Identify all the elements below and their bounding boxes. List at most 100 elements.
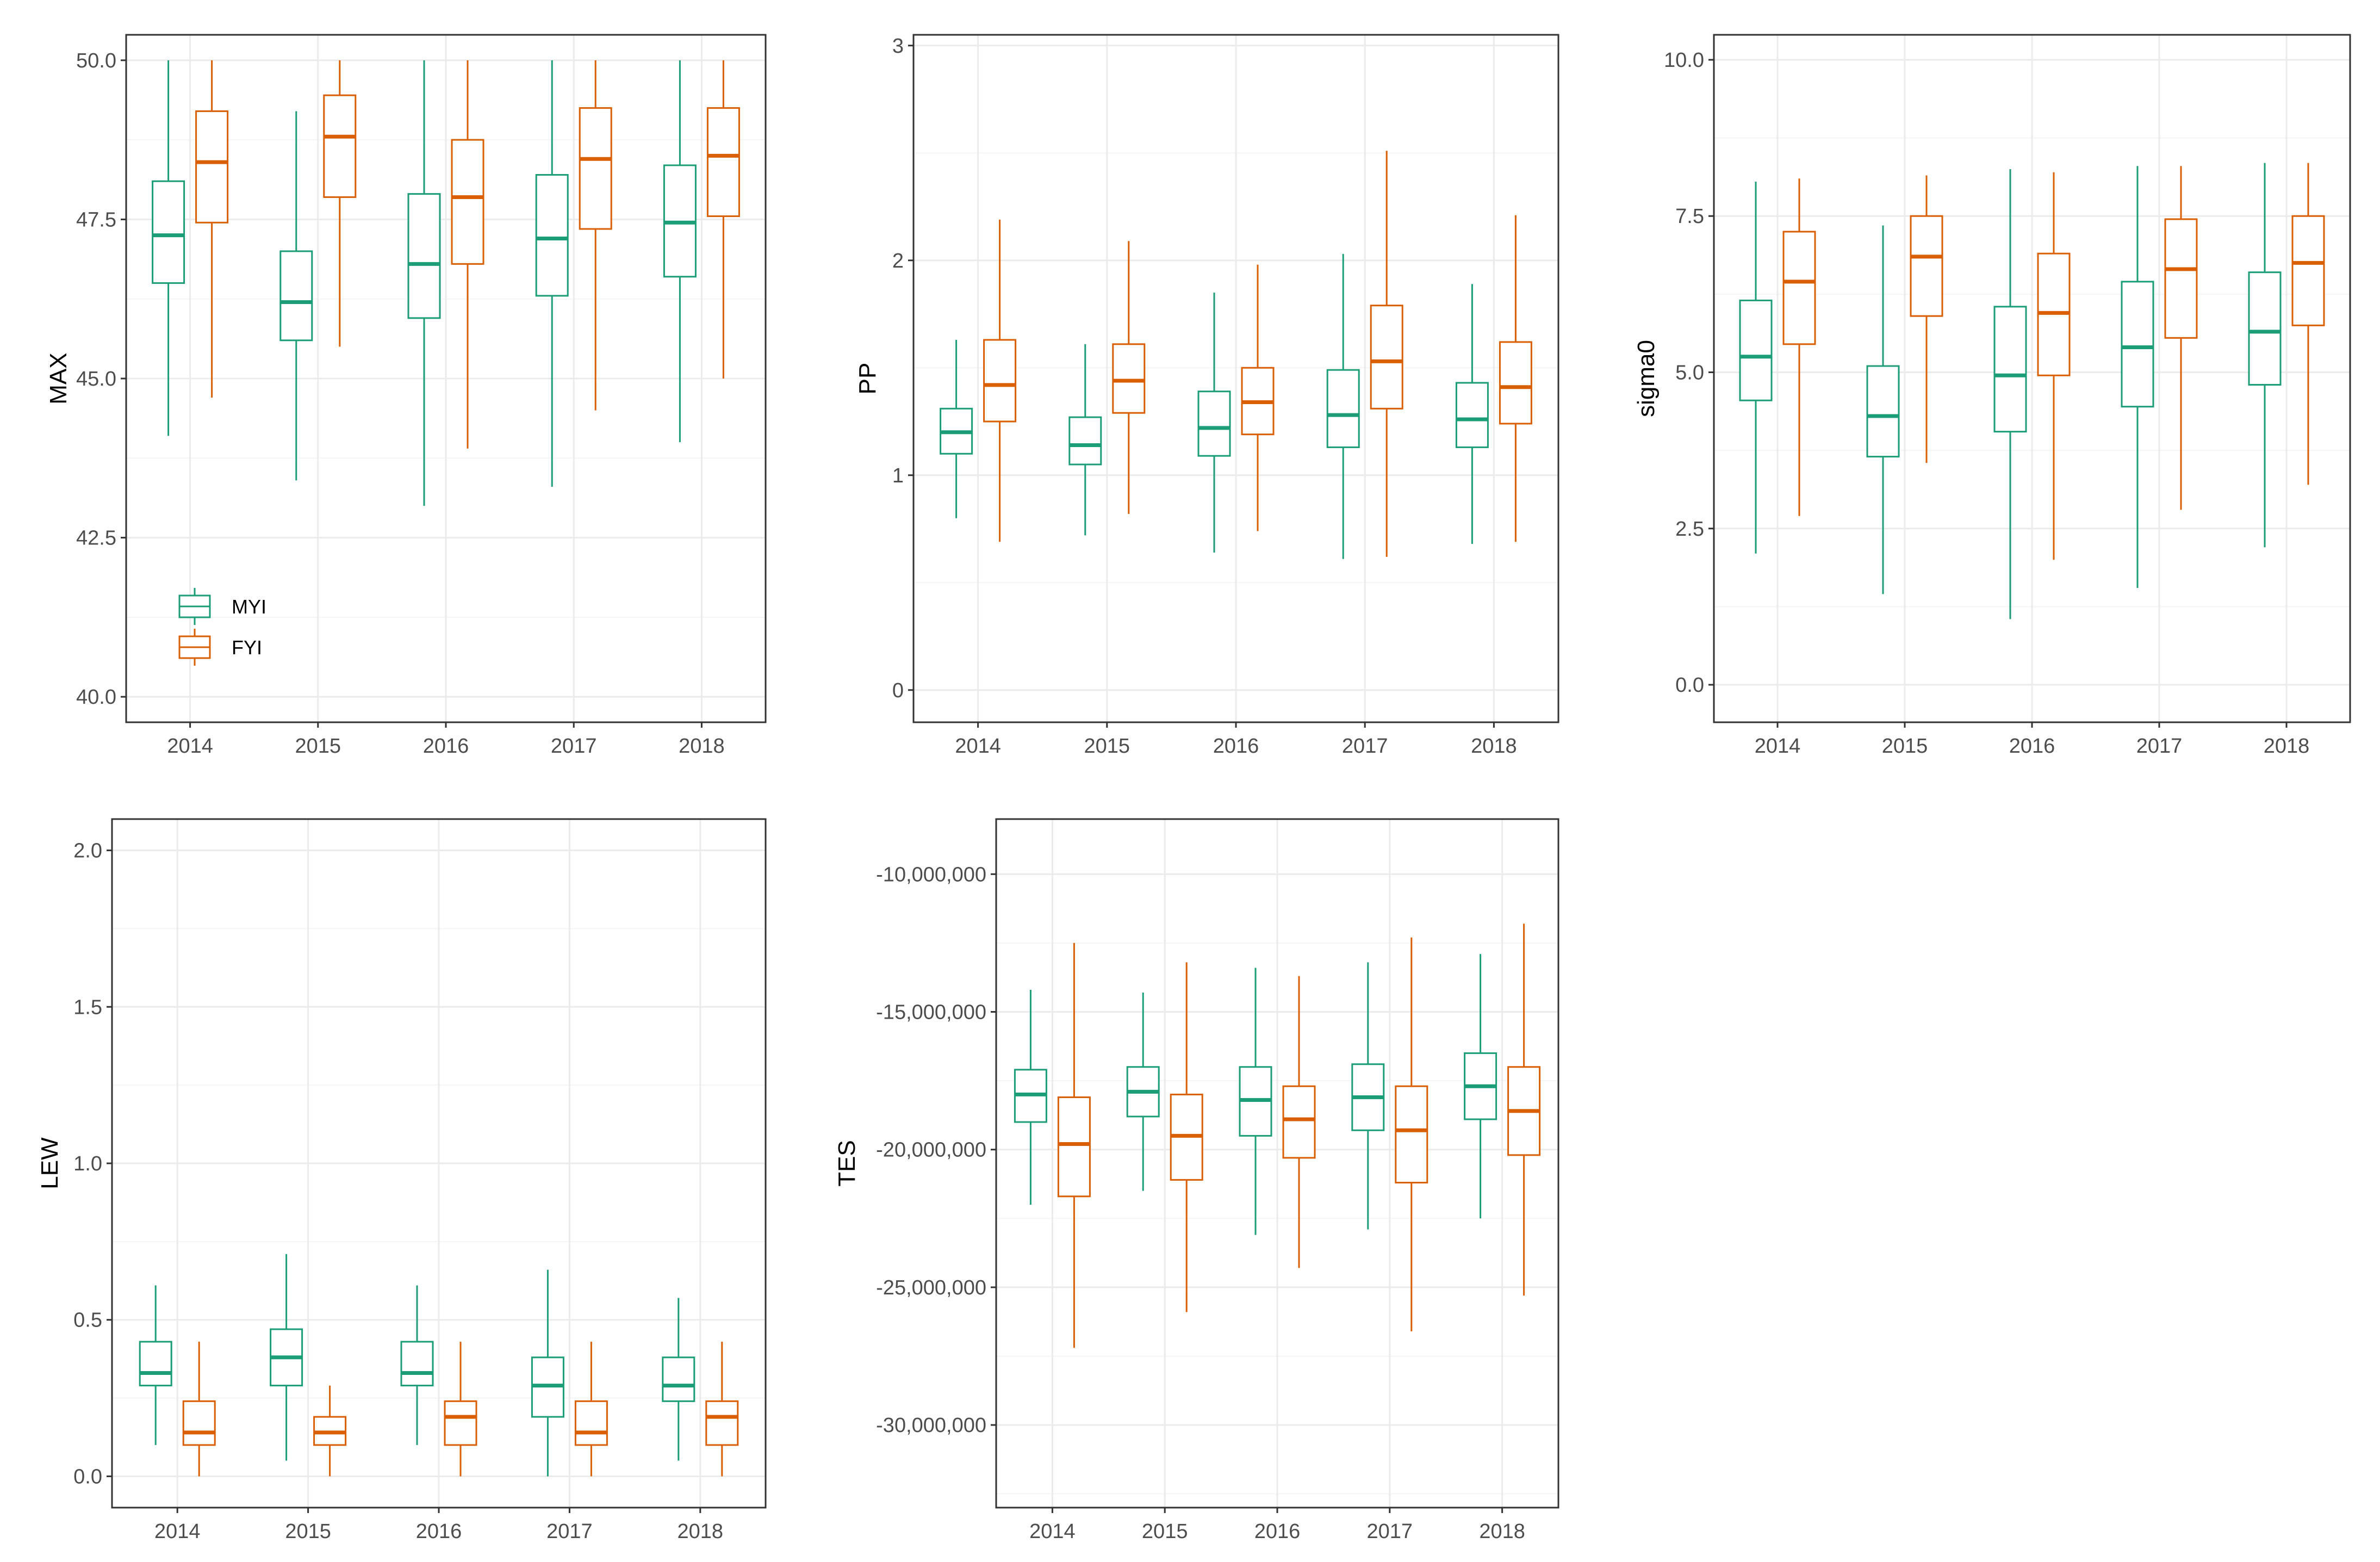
- y-tick-label: 2.5: [1675, 518, 1704, 541]
- x-tick-label: 2014: [154, 1520, 201, 1543]
- box-myi-2015: [1126, 993, 1160, 1191]
- iqr-box: [1282, 1085, 1316, 1159]
- y-tick-label: 0: [892, 679, 904, 702]
- x-tick-label: 2016: [1213, 735, 1259, 758]
- panel-pp: 0 1 2 3 2014 2015 2016 2017 2018 PP: [854, 34, 1559, 758]
- x-tick-label: 2018: [1479, 1520, 1525, 1543]
- x-tick-label: 2018: [678, 1520, 724, 1543]
- x-tick-label: 2014: [1029, 1520, 1076, 1543]
- box-fyi-2017: [2164, 166, 2198, 510]
- box-myi-2014: [139, 1285, 172, 1445]
- y-axis-title: sigma0: [1633, 340, 1660, 417]
- iqr-box: [1993, 306, 2027, 433]
- box-myi-2016: [1239, 968, 1272, 1235]
- x-tick-label: 2016: [1254, 1520, 1301, 1543]
- panel-max: 40.0 42.5 45.0 47.5 50.0 2014 2015 2016 2017 2018…: [45, 34, 767, 758]
- panel-border: [125, 34, 767, 723]
- box-fyi-2015: [1170, 962, 1203, 1312]
- panel-sigma0: 0.0 2.5 5.0 7.5 10.0 2014 2015 2016 2017 2018 sigm…: [1633, 34, 2351, 758]
- iqr-box: [1057, 1096, 1091, 1198]
- box-myi-2014: [1014, 989, 1047, 1205]
- x-tick-label: 2018: [2264, 735, 2310, 758]
- box-myi-2015: [270, 1254, 303, 1461]
- box-myi-2017: [1326, 253, 1360, 559]
- iqr-box: [1326, 369, 1360, 448]
- legend-label-myi: MYI: [232, 596, 266, 618]
- x-tick-label: 2014: [167, 735, 213, 758]
- x-tick-label: 2017: [2136, 735, 2183, 758]
- x-tick-label: 2015: [1084, 735, 1130, 758]
- x-tick-label: 2016: [2009, 735, 2055, 758]
- y-tick-label: 0.0: [73, 1465, 102, 1488]
- legend: MYI FYI: [178, 588, 266, 666]
- y-tick-label: 1.0: [73, 1152, 102, 1175]
- box-fyi-2015: [1910, 175, 1943, 463]
- y-axis-title: LEW: [36, 1137, 63, 1189]
- box-fyi-2014: [1057, 943, 1091, 1348]
- box-myi-2017: [1351, 962, 1385, 1230]
- box-myi-2015: [1068, 344, 1102, 536]
- panel-border: [111, 818, 767, 1509]
- iqr-box: [323, 94, 357, 198]
- iqr-box: [400, 1341, 434, 1387]
- panel-lew: 0.0 0.5 1.0 1.5 2.0 2014 2015 2016 2017 2018 LEW: [36, 818, 767, 1543]
- box-fyi-2014: [195, 60, 229, 398]
- box-myi-2018: [663, 60, 697, 443]
- x-tick-label: 2015: [285, 1520, 331, 1543]
- x-tick-label: 2015: [1142, 1520, 1188, 1543]
- iqr-box: [535, 173, 569, 297]
- box-fyi-2016: [1241, 264, 1275, 531]
- iqr-box: [152, 180, 185, 284]
- box-fyi-2017: [574, 1342, 608, 1477]
- iqr-box: [1068, 416, 1102, 466]
- box-fyi-2018: [2291, 163, 2325, 485]
- iqr-box: [579, 107, 612, 230]
- y-tick-label: -15,000,000: [876, 1001, 986, 1024]
- box-fyi-2014: [1782, 178, 1816, 516]
- iqr-box: [182, 1400, 216, 1446]
- iqr-box: [2291, 215, 2325, 326]
- iqr-box: [574, 1400, 608, 1446]
- y-tick-label: 50.0: [76, 49, 116, 72]
- x-tick-label: 2015: [1882, 735, 1928, 758]
- x-tick-label: 2018: [1471, 735, 1517, 758]
- y-tick-label: 1: [892, 464, 904, 487]
- panel-tes: -30,000,000 -25,000,000 -20,000,000 -15,000…: [834, 818, 1559, 1543]
- y-tick-label: 0.5: [73, 1309, 102, 1332]
- y-tick-label: -25,000,000: [876, 1276, 986, 1299]
- y-tick-label: 1.5: [73, 996, 102, 1019]
- y-tick-label: 10.0: [1664, 49, 1704, 72]
- y-tick-label: 5.0: [1675, 362, 1704, 385]
- box-myi-2014: [1739, 182, 1773, 554]
- y-tick-label: 47.5: [76, 208, 116, 231]
- x-tick-label: 2014: [955, 735, 1001, 758]
- x-tick-label: 2017: [1367, 1520, 1413, 1543]
- x-tick-label: 2015: [295, 735, 341, 758]
- x-tick-label: 2016: [423, 735, 469, 758]
- iqr-box: [662, 1356, 695, 1402]
- legend-label-fyi: FYI: [232, 636, 262, 659]
- iqr-box: [407, 193, 441, 319]
- iqr-box: [451, 139, 484, 265]
- box-fyi-2017: [1370, 151, 1403, 557]
- iqr-box: [1455, 382, 1489, 448]
- y-tick-label: -20,000,000: [876, 1139, 986, 1162]
- x-tick-label: 2017: [551, 735, 597, 758]
- panel-border: [1713, 34, 2351, 723]
- box-fyi-2015: [323, 60, 357, 347]
- iqr-box: [444, 1400, 477, 1446]
- x-tick-label: 2017: [546, 1520, 593, 1543]
- iqr-box: [1499, 341, 1532, 425]
- iqr-box: [2164, 218, 2198, 339]
- box-fyi-2017: [579, 60, 612, 411]
- box-fyi-2016: [444, 1342, 477, 1477]
- box-myi-2016: [1993, 169, 2027, 619]
- box-myi-2014: [152, 60, 185, 436]
- iqr-box: [1866, 365, 1900, 458]
- panel-border: [995, 818, 1559, 1509]
- box-myi-2018: [662, 1298, 695, 1461]
- y-axis-title: PP: [854, 363, 881, 395]
- iqr-box: [983, 339, 1017, 423]
- box-fyi-2015: [1112, 241, 1146, 514]
- y-axis-title: TES: [834, 1140, 860, 1187]
